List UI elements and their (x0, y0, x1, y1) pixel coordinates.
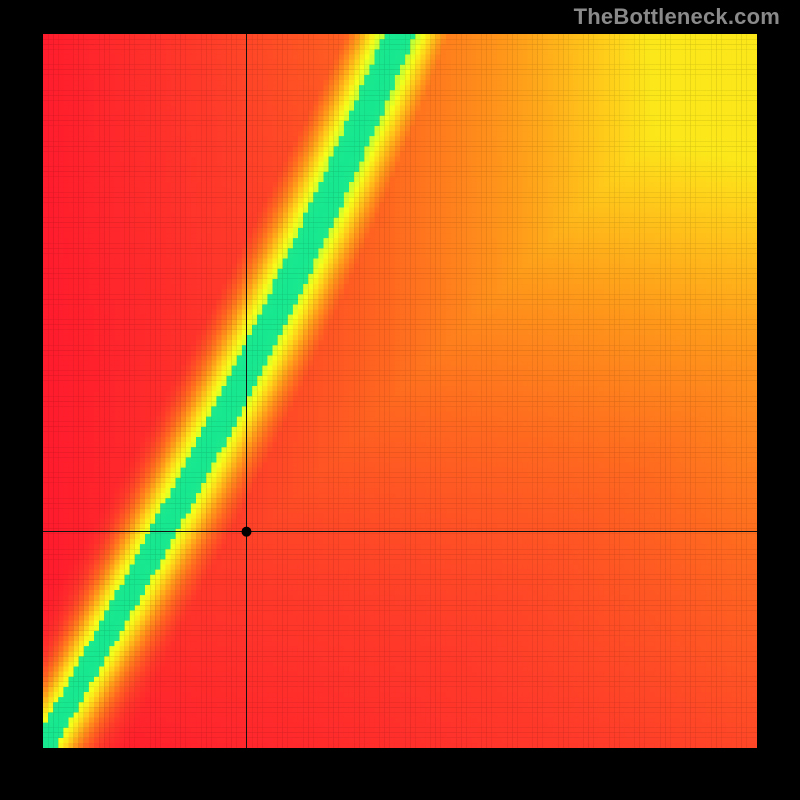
bottleneck-heatmap (43, 34, 757, 748)
heatmap-cells (43, 34, 757, 748)
chart-container: { "type": "heatmap", "source_watermark":… (0, 0, 800, 800)
watermark-text: TheBottleneck.com (574, 4, 780, 30)
crosshair-marker (241, 527, 251, 537)
